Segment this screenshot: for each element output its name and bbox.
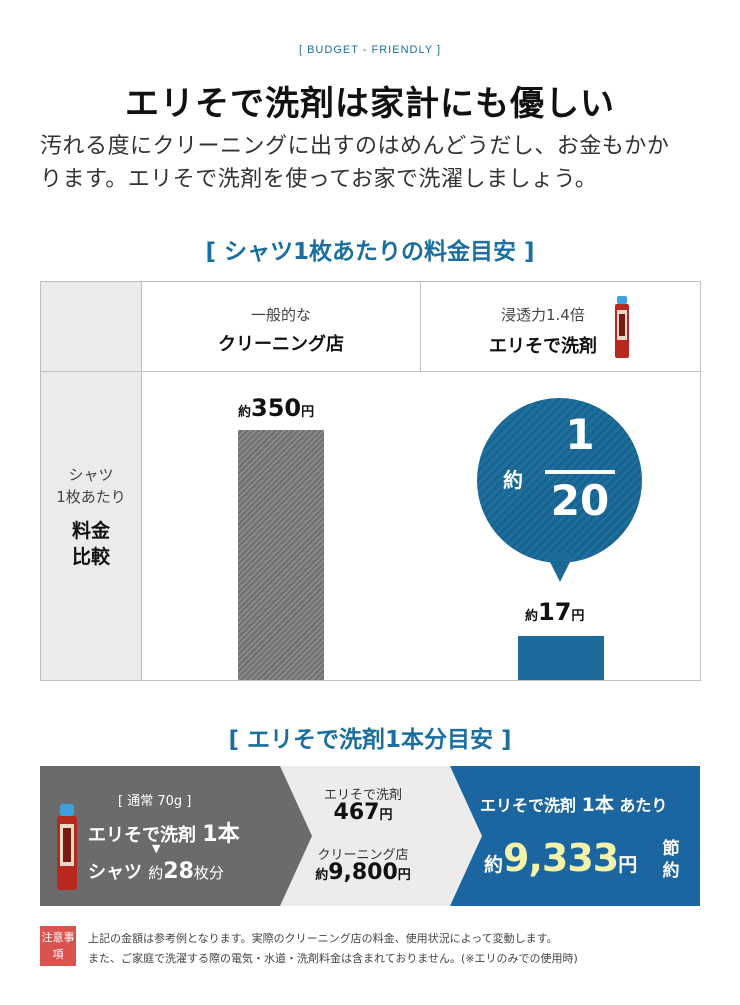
footnote-line-1: 上記の金額は参考例となります。実際のクリーニング店の料金、使用状況によって変動し… bbox=[88, 932, 558, 945]
cleaning-price-label: 約350円 bbox=[238, 394, 314, 422]
price-comparison-table: 一般的な クリーニング店 浸透力1.4倍 エリそで洗剤 シャツ 1枚あたり 料金… bbox=[40, 281, 701, 681]
page-title: エリそで洗剤は家計にも優しい bbox=[125, 84, 615, 124]
savings-headline: エリそで洗剤 1本 あたり bbox=[480, 790, 690, 817]
usage-line-1: エリそで洗剤 1本 bbox=[88, 816, 240, 848]
usage-shirt-label: シャツ bbox=[88, 862, 142, 883]
usage-bottle-count: 1本 bbox=[202, 822, 240, 847]
cleaning-cost: 約9,800円 bbox=[298, 860, 428, 885]
band-savings-panel bbox=[450, 766, 700, 906]
lead-text: 汚れる度にクリーニングに出すのはめんどうだし、お金もかか ります。エリそで洗剤を… bbox=[40, 130, 710, 196]
caution-badge: 注意事項 bbox=[40, 926, 76, 966]
cleaning-price-unit: 円 bbox=[301, 405, 315, 420]
detergent-cost-unit: 円 bbox=[379, 808, 393, 823]
row-label-small-1: シャツ bbox=[68, 466, 114, 484]
band-arrow-1 bbox=[280, 766, 312, 906]
ratio-bubble-pointer bbox=[545, 552, 575, 582]
detergent-cost-value: 467 bbox=[333, 800, 380, 825]
cleaning-price-value: 350 bbox=[251, 394, 302, 422]
detergent-price-bar bbox=[518, 636, 604, 680]
ratio-denominator: 20 bbox=[550, 476, 610, 525]
per-bottle-band: [ 通常 70g ] エリそで洗剤 1本 ▼ シャツ 約28枚分 エリそで洗剤 … bbox=[40, 766, 700, 906]
usage-shirt-count: 28 bbox=[163, 859, 194, 884]
usage-product: エリそで洗剤 bbox=[88, 825, 196, 846]
cleaning-price-bar bbox=[238, 430, 324, 680]
footnote-line-2: また、ご家庭で洗濯する際の電気・水道・洗剤料金は含まれておりません。(※エリのみ… bbox=[88, 952, 578, 965]
detergent-header-big: エリそで洗剤 bbox=[489, 336, 597, 357]
cleaning-header-big: クリーニング店 bbox=[218, 334, 344, 355]
row-label: シャツ 1枚あたり 料金 比較 bbox=[41, 372, 142, 680]
ratio-prefix: 約 bbox=[503, 468, 523, 492]
savings-label: 節約 bbox=[662, 839, 680, 881]
header-cleaning-shop: 一般的な クリーニング店 bbox=[142, 282, 421, 372]
lead-line-1: 汚れる度にクリーニングに出すのはめんどうだし、お金もかか bbox=[40, 134, 670, 159]
detergent-price-value: 17 bbox=[538, 598, 572, 626]
savings-bottle-count: 1本 bbox=[581, 794, 614, 816]
row-label-big-1: 料金 bbox=[71, 520, 110, 542]
cleaning-cost-caption: クリーニング店 bbox=[317, 848, 409, 863]
detergent-price-unit: 円 bbox=[571, 609, 585, 624]
ratio-fraction-line bbox=[545, 470, 615, 474]
usage-approx: 約 bbox=[148, 864, 164, 882]
detergent-cost-caption: エリそで洗剤 bbox=[323, 788, 402, 803]
savings-value: 9,333 bbox=[503, 836, 619, 880]
comparison-bars: 約350円 約 1 20 約17円 bbox=[142, 372, 700, 680]
table-corner bbox=[41, 282, 142, 372]
ratio-numerator: 1 bbox=[565, 410, 595, 459]
band-arrow-2 bbox=[450, 766, 482, 906]
lead-line-2: ります。エリそで洗剤を使ってお家で洗濯しましょう。 bbox=[40, 167, 598, 192]
spray-can-icon bbox=[615, 296, 629, 358]
band-usage-panel bbox=[40, 766, 280, 906]
row-label-small-2: 1枚あたり bbox=[56, 488, 126, 506]
detergent-price-prefix: 約 bbox=[525, 609, 539, 624]
cleaning-price-prefix: 約 bbox=[238, 405, 252, 420]
per-bottle-section-title: [ エリそで洗剤1本分目安 ] bbox=[228, 727, 512, 753]
ratio-bubble: 約 1 20 bbox=[477, 398, 642, 563]
savings-unit: 円 bbox=[618, 854, 638, 876]
detergent-price-label: 約17円 bbox=[525, 598, 584, 626]
detergent-header-small: 浸透力1.4倍 bbox=[501, 306, 585, 324]
cleaning-cost-prefix: 約 bbox=[315, 868, 329, 883]
usage-note: [ 通常 70g ] bbox=[118, 794, 192, 809]
savings-product: エリそで洗剤 bbox=[480, 796, 577, 815]
section-tag: [ BUDGET - FRIENDLY ] bbox=[298, 44, 442, 56]
cleaning-cost-value: 9,800 bbox=[328, 860, 398, 885]
savings-per: あたり bbox=[619, 796, 668, 815]
detergent-cost: 467円 bbox=[308, 800, 418, 825]
cleaning-cost-unit: 円 bbox=[397, 868, 411, 883]
savings-amount: 約9,333円 bbox=[484, 836, 637, 880]
comparison-section-title: [ シャツ1枚あたりの料金目安 ] bbox=[205, 239, 535, 265]
down-arrow-icon: ▼ bbox=[152, 842, 161, 855]
usage-line-2: シャツ 約28枚分 bbox=[88, 858, 224, 884]
row-label-big-2: 比較 bbox=[71, 546, 110, 568]
header-detergent: 浸透力1.4倍 エリそで洗剤 bbox=[421, 282, 700, 372]
savings-prefix: 約 bbox=[484, 854, 504, 876]
spray-can-icon bbox=[57, 804, 77, 890]
usage-shirt-unit: 枚分 bbox=[193, 864, 224, 882]
cleaning-header-small: 一般的な bbox=[250, 306, 311, 324]
